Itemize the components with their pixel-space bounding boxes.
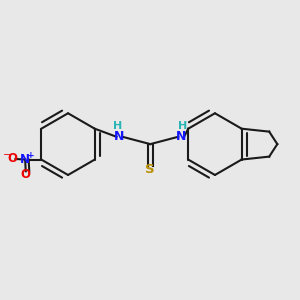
Text: O: O (21, 168, 31, 181)
Text: H: H (178, 121, 187, 130)
Text: O: O (7, 152, 17, 166)
Text: N: N (114, 130, 124, 143)
Text: +: + (27, 151, 34, 160)
Text: N: N (176, 130, 186, 143)
Text: N: N (20, 153, 30, 166)
Text: H: H (113, 121, 123, 130)
Text: −: − (3, 150, 12, 160)
Text: S: S (146, 163, 155, 176)
